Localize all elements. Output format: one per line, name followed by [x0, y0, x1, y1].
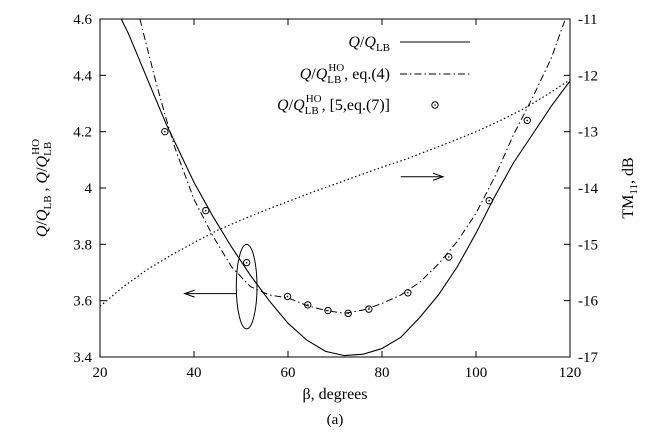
legend-label-2: Q/QLBHO, [5,eq.(7)]: [277, 93, 390, 117]
y-right-tick-label-0: -17: [578, 350, 598, 366]
series-2-marker-10: [485, 196, 493, 205]
x-tick-label-3: 80: [375, 365, 390, 381]
x-tick-label-5: 120: [559, 365, 582, 381]
series-2-marker-dot-8: [407, 291, 409, 294]
y-left-tick-label-3: 4: [85, 181, 93, 197]
y-left-axis-label: Q/QLB , Q/QLBHO: [30, 139, 54, 237]
legend-sample-2: [431, 101, 439, 109]
series-layer: [100, 19, 570, 357]
x-tick-label-2: 60: [281, 365, 296, 381]
y-left-tick-label-4: 4.2: [73, 125, 92, 141]
y-right-tick-label-5: -12: [578, 68, 598, 84]
legend-sample-2-dot: [434, 104, 436, 106]
series-2-marker-7: [365, 305, 373, 313]
annotation-arrow-2-head: [183, 289, 195, 298]
x-tick-label-1: 40: [187, 365, 202, 381]
series-2-marker-1: [202, 206, 210, 215]
x-axis-label: β, degrees: [303, 386, 368, 403]
y-left-tick-label-5: 4.4: [73, 68, 92, 84]
y-left-tick-label-1: 3.6: [73, 294, 92, 310]
legend-label-0: Q/QLB: [348, 34, 390, 54]
y-left-tick-label-0: 3.4: [73, 350, 92, 366]
series-0-line: [120, 19, 570, 357]
series-2-marker-4: [304, 301, 312, 309]
y-right-tick-label-6: -11: [578, 12, 597, 28]
series-2-marker-dot-1: [204, 209, 207, 212]
x-tick-label-4: 100: [465, 365, 488, 381]
series-2-marker-dot-6: [347, 312, 349, 315]
annotation-ellipse-1: [235, 243, 258, 330]
series-2-marker-8: [404, 289, 412, 297]
series-2-marker-11: [523, 116, 531, 125]
legend: Q/QLB Q/QLBHO, eq.(4) Q/QLBHO, [5,eq.(7)]: [277, 34, 470, 117]
series-2-marker-dot-3: [286, 295, 289, 298]
y-left-tick-label-2: 3.8: [73, 237, 92, 253]
series-2-marker-dot-11: [526, 119, 529, 122]
y-right-axis-label: TM11, dB: [620, 157, 640, 218]
series-2-marker-9: [445, 253, 453, 261]
series-2-marker-6: [344, 309, 352, 318]
y-right-tick-label-2: -15: [578, 237, 598, 253]
series-2-marker-5: [324, 306, 332, 315]
series-2-marker-dot-2: [245, 261, 248, 264]
y-right-tick-label-1: -16: [578, 294, 598, 310]
tick-labels: 20 40 60 80 100 120 3.4 3.6 3.8 4 4.2 4.4 4.6 -17 -16 -…: [73, 12, 598, 381]
annotation-layer: [183, 172, 445, 330]
caption: (a): [327, 412, 344, 428]
series-2-marker-dot-7: [368, 308, 370, 310]
series-2-marker-dot-10: [488, 199, 490, 202]
series-2-marker-3: [283, 292, 292, 301]
legend-label-1: Q/QLBHO, eq.(4): [300, 62, 390, 86]
series-2-marker-dot-9: [447, 256, 450, 258]
series-2-marker-dot-5: [327, 309, 329, 312]
tick-marks: [99, 18, 571, 358]
x-tick-label-0: 20: [93, 365, 108, 381]
series-2-marker-dot-4: [306, 304, 309, 306]
y-left-tick-label-6: 4.6: [73, 12, 92, 28]
series-1-line: [139, 19, 566, 314]
y-right-tick-label-3: -14: [578, 181, 598, 197]
series-2-marker-0: [161, 127, 169, 136]
y-right-tick-label-4: -13: [578, 125, 598, 141]
annotation-arrow-0-head: [432, 172, 445, 181]
series-2-marker-dot-0: [164, 130, 166, 133]
series-2-marker-2: [242, 258, 251, 267]
